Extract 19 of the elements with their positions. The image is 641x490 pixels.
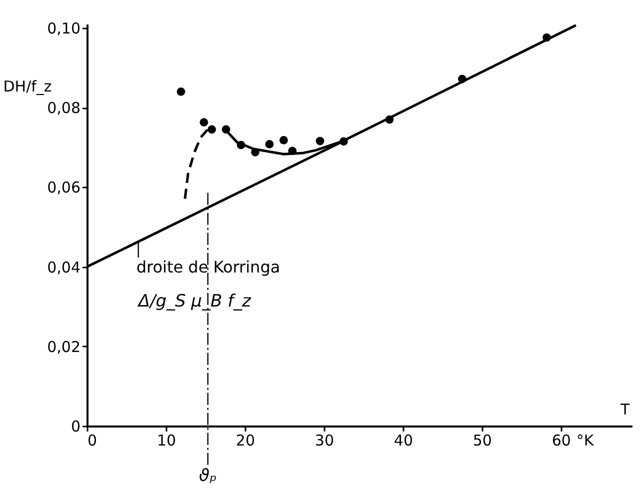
x-tick-label: 60 bbox=[552, 432, 571, 450]
x-tick-label: °K bbox=[576, 432, 595, 450]
y-tick-label: 0 bbox=[70, 418, 80, 436]
y-axis-title: DH/f_z bbox=[3, 78, 52, 96]
y-tick-label: 0,04 bbox=[47, 258, 80, 276]
annotation: droite de Korringa bbox=[136, 258, 280, 277]
y-tick-label: 0,10 bbox=[47, 19, 80, 38]
x-tick-label: 20 bbox=[236, 432, 256, 450]
ref-line-label: ϑₚ bbox=[198, 466, 217, 486]
y-tick-label: 0,06 bbox=[47, 178, 80, 197]
x-axis-title: T bbox=[620, 400, 630, 418]
x-tick-label: 50 bbox=[472, 432, 492, 450]
x-tick-label: 10 bbox=[156, 432, 176, 450]
y-tick-label: 0,08 bbox=[47, 99, 80, 118]
x-tick-label: 0 bbox=[88, 432, 98, 450]
x-tick-label: 30 bbox=[314, 432, 334, 450]
annotation: Δ/g_S μ_B f_z bbox=[136, 292, 252, 312]
y-tick-label: 0,02 bbox=[47, 338, 80, 356]
x-tick-label: 40 bbox=[394, 432, 413, 450]
